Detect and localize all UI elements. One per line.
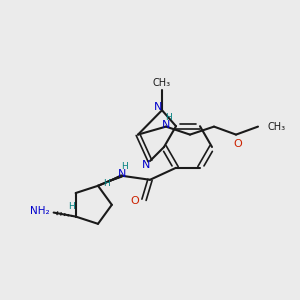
Text: O: O (130, 196, 140, 206)
Text: H: H (68, 202, 75, 211)
Text: N: N (142, 160, 150, 170)
Text: CH₃: CH₃ (267, 122, 285, 132)
Text: H: H (121, 162, 128, 171)
Polygon shape (98, 174, 123, 186)
Text: NH₂: NH₂ (30, 206, 50, 216)
Text: H: H (103, 179, 110, 188)
Text: O: O (234, 139, 242, 148)
Text: N: N (118, 169, 126, 179)
Text: N: N (154, 102, 162, 112)
Text: H: H (165, 113, 171, 122)
Text: N: N (162, 120, 170, 130)
Text: CH₃: CH₃ (153, 78, 171, 88)
